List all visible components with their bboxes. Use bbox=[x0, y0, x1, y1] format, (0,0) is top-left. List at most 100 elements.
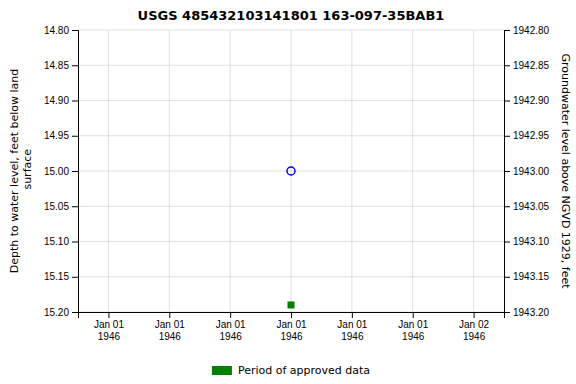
legend-label: Period of approved data bbox=[238, 364, 370, 377]
tick: 14.95 bbox=[44, 130, 78, 141]
chart: Jan 011946 Jan 011946 Jan 011946 Jan 011946… bbox=[0, 0, 576, 384]
grid-line bbox=[230, 30, 231, 312]
tick: Jan 011946 bbox=[216, 312, 246, 342]
axis-line bbox=[79, 313, 505, 319]
tick-label: 1943.05 bbox=[513, 201, 550, 212]
tick-mark bbox=[504, 65, 510, 66]
tick-mark bbox=[474, 312, 475, 318]
series bbox=[287, 167, 295, 175]
tick-label: Jan 011946 bbox=[337, 319, 367, 342]
tick-mark bbox=[352, 312, 353, 318]
tick: 1943.05 bbox=[504, 201, 550, 212]
tick-label: 14.80 bbox=[44, 25, 69, 36]
tick: 15.15 bbox=[44, 271, 78, 282]
tick: 14.90 bbox=[44, 95, 78, 106]
grid-line bbox=[351, 30, 352, 312]
tick: 1943.00 bbox=[504, 166, 550, 177]
tick-label: 15.20 bbox=[44, 307, 69, 318]
grid-line bbox=[473, 30, 474, 312]
plot-area: Jan 011946 Jan 011946 Jan 011946 Jan 011946… bbox=[44, 25, 550, 342]
grid-line bbox=[108, 30, 109, 312]
legend-swatch bbox=[212, 366, 232, 375]
tick: Jan 011946 bbox=[398, 312, 428, 342]
tick-label: 15.10 bbox=[44, 236, 69, 247]
tick-mark bbox=[72, 136, 78, 137]
tick-label: 14.85 bbox=[44, 60, 69, 71]
point bbox=[288, 301, 295, 308]
legend-item: Period of approved data bbox=[212, 364, 370, 377]
tick: Jan 011946 bbox=[276, 312, 306, 342]
tick: 1942.80 bbox=[504, 25, 550, 36]
title: USGS 485432103141801 163-097-35BAB1 bbox=[138, 8, 445, 23]
tick: 1942.90 bbox=[504, 95, 550, 106]
tick-label: 1942.90 bbox=[513, 95, 550, 106]
grid-line bbox=[169, 30, 170, 312]
grid bbox=[78, 30, 504, 312]
tick: Jan 011946 bbox=[337, 312, 367, 342]
tick-label: Jan 011946 bbox=[155, 319, 185, 342]
tick-mark bbox=[72, 242, 78, 243]
tick-label: Jan 011946 bbox=[398, 319, 428, 342]
tick-mark bbox=[504, 242, 510, 243]
tick-label: 1942.95 bbox=[513, 130, 550, 141]
tick: 14.80 bbox=[44, 25, 78, 36]
tick-label: Jan 011946 bbox=[216, 319, 246, 342]
grid-line bbox=[412, 30, 413, 312]
tick: Jan 011946 bbox=[155, 312, 185, 342]
tick: 15.00 bbox=[44, 166, 78, 177]
tick-mark bbox=[504, 171, 510, 172]
x-axis: Jan 011946 Jan 011946 Jan 011946 Jan 011946… bbox=[79, 312, 505, 342]
y-axis: 14.80 14.85 14.90 14.95 15.00 15.05 15.10 15.15… bbox=[44, 25, 79, 318]
axis-line bbox=[72, 31, 79, 313]
marks bbox=[287, 167, 295, 308]
tick-mark bbox=[504, 30, 510, 31]
tick: 14.85 bbox=[44, 60, 78, 71]
tick-mark bbox=[72, 30, 78, 31]
tick-label: 1943.20 bbox=[513, 307, 550, 318]
tick-label: 15.05 bbox=[44, 201, 69, 212]
tick: Jan 021946 bbox=[459, 312, 489, 342]
tick-mark bbox=[169, 312, 170, 318]
tick: 15.10 bbox=[44, 236, 78, 247]
tick-mark bbox=[72, 101, 78, 102]
y2-axis: 1943.20 1943.15 1943.10 1943.05 1943.00 1942.… bbox=[504, 25, 550, 318]
tick-mark bbox=[72, 206, 78, 207]
tick-label: Jan 021946 bbox=[459, 319, 489, 342]
tick-label: 1942.85 bbox=[513, 60, 550, 71]
tick-mark bbox=[72, 312, 78, 313]
tick: 1943.10 bbox=[504, 236, 550, 247]
tick-mark bbox=[72, 277, 78, 278]
tick-mark bbox=[504, 101, 510, 102]
tick: 1942.85 bbox=[504, 60, 550, 71]
tick-label: 1943.00 bbox=[513, 166, 550, 177]
point bbox=[287, 167, 295, 175]
tick-label: 1943.10 bbox=[513, 236, 550, 247]
tick-mark bbox=[72, 171, 78, 172]
legend: Period of approved data bbox=[212, 364, 370, 377]
axis-line bbox=[505, 31, 511, 313]
tick-mark bbox=[291, 312, 292, 318]
tick: 15.05 bbox=[44, 201, 78, 212]
tick-mark bbox=[413, 312, 414, 318]
tick: 15.20 bbox=[44, 307, 78, 318]
tick: 1942.95 bbox=[504, 130, 550, 141]
tick-label: 15.15 bbox=[44, 271, 69, 282]
tick-label: 14.90 bbox=[44, 95, 69, 106]
tick-label: 14.95 bbox=[44, 130, 69, 141]
tick-mark bbox=[72, 65, 78, 66]
tick-mark bbox=[108, 312, 109, 318]
tick: 1943.20 bbox=[504, 307, 550, 318]
tick-label: 1943.15 bbox=[513, 271, 550, 282]
y2-axis-label: Groundwater level above NGVD 1929, feet bbox=[559, 53, 572, 289]
tick-label: 15.00 bbox=[44, 166, 69, 177]
tick-label: 1942.80 bbox=[513, 25, 550, 36]
tick-mark bbox=[504, 206, 510, 207]
grid-line bbox=[291, 30, 292, 312]
tick: 1943.15 bbox=[504, 271, 550, 282]
tick-mark bbox=[504, 277, 510, 278]
y-axis-label: Depth to water level, feet below land su… bbox=[8, 69, 34, 274]
tick-mark bbox=[230, 312, 231, 318]
tick-label: Jan 011946 bbox=[276, 319, 306, 342]
tick: Jan 011946 bbox=[94, 312, 124, 342]
tick-mark bbox=[504, 136, 510, 137]
